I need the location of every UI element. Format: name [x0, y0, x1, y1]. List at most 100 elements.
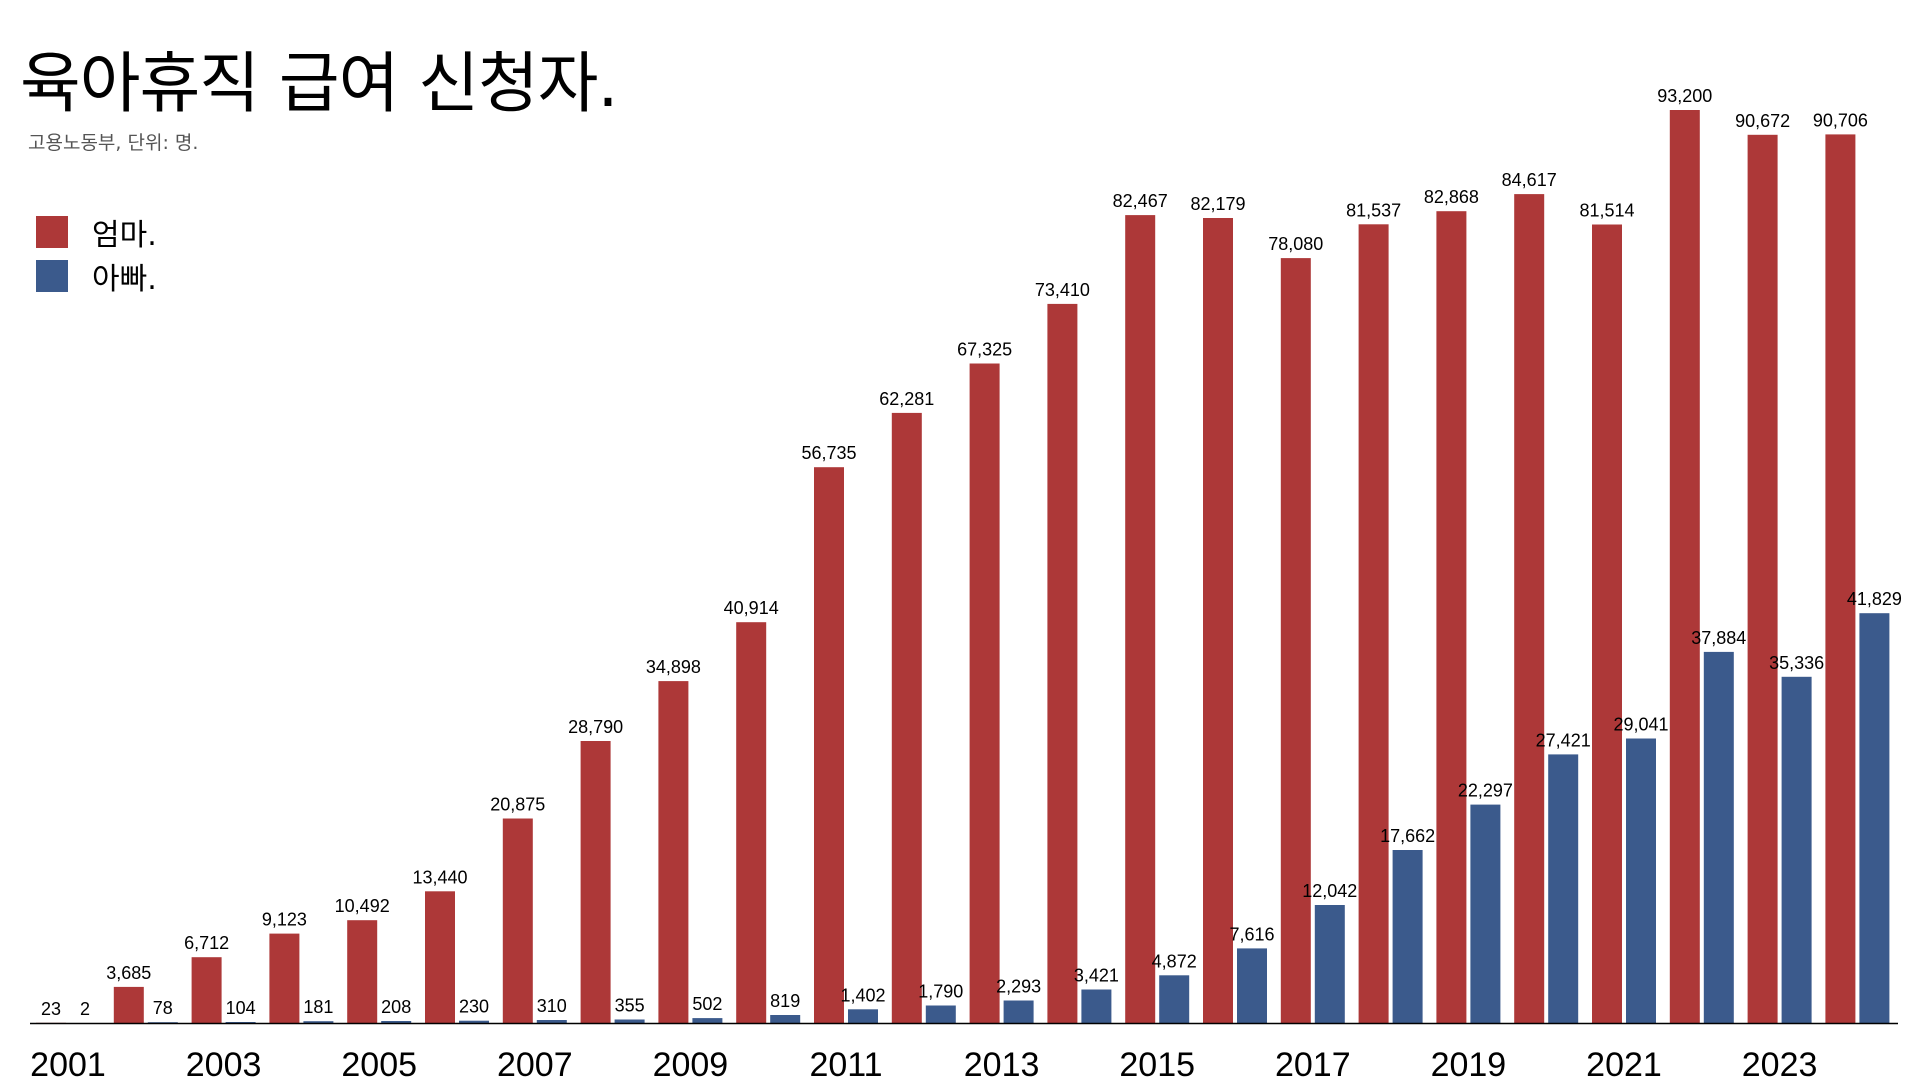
- value-label-mom-2020: 84,617: [1502, 170, 1557, 190]
- bar-mom-2009: [658, 681, 689, 1023]
- bar-dad-2003: [225, 1022, 256, 1023]
- bar-mom-2014: [1047, 303, 1078, 1023]
- x-tick-label-2011: 2011: [809, 1046, 882, 1080]
- value-label-mom-2004: 9,123: [262, 910, 307, 930]
- value-label-dad-2018: 17,662: [1380, 826, 1435, 846]
- bar-dad-2011: [848, 1009, 878, 1023]
- value-label-dad-2001: 2: [80, 999, 90, 1019]
- value-label-dad-2006: 230: [459, 997, 489, 1017]
- bar-mom-2017: [1280, 258, 1311, 1024]
- value-label-dad-2013: 2,293: [996, 977, 1041, 997]
- x-tick-label-2023: 2023: [1742, 1046, 1818, 1080]
- bar-dad-2016: [1237, 948, 1267, 1023]
- legend-swatch-mom: [36, 216, 68, 248]
- value-label-mom-2014: 73,410: [1035, 280, 1090, 300]
- legend-item-mom: 엄마.: [36, 210, 157, 254]
- value-label-mom-2005: 10,492: [335, 896, 390, 916]
- value-label-dad-2014: 3,421: [1074, 966, 1119, 986]
- value-label-dad-2024: 41,829: [1847, 589, 1902, 609]
- bar-mom-2020: [1514, 194, 1545, 1024]
- bar-mom-2010: [736, 622, 767, 1023]
- bar-mom-2007: [502, 818, 533, 1023]
- value-label-mom-2019: 82,868: [1424, 187, 1479, 207]
- value-label-mom-2018: 81,537: [1346, 200, 1401, 220]
- bar-dad-2018: [1392, 850, 1423, 1023]
- bar-mom-2013: [969, 363, 1000, 1023]
- value-label-dad-2023: 35,336: [1769, 653, 1824, 673]
- chart-title: 육아휴직 급여 신청자.: [20, 45, 618, 122]
- bar-mom-2018: [1358, 224, 1389, 1024]
- value-label-mom-2013: 67,325: [957, 340, 1012, 360]
- bar-mom-2011: [814, 467, 844, 1023]
- bar-dad-2010: [770, 1015, 801, 1023]
- value-label-dad-2016: 7,616: [1229, 924, 1274, 944]
- value-label-dad-2004: 181: [303, 997, 333, 1017]
- x-tick-label-2017: 2017: [1275, 1046, 1351, 1080]
- bar-mom-2016: [1203, 218, 1233, 1023]
- bar-mom-2023: [1747, 134, 1778, 1024]
- bar-dad-2015: [1159, 975, 1190, 1023]
- x-tick-label-2013: 2013: [964, 1046, 1040, 1080]
- value-label-dad-2003: 104: [226, 998, 256, 1018]
- value-label-mom-2003: 6,712: [184, 933, 229, 953]
- x-tick-label-2021: 2021: [1586, 1046, 1662, 1080]
- value-label-dad-2020: 27,421: [1536, 730, 1591, 750]
- x-tick-label-2001: 2001: [30, 1046, 106, 1080]
- bar-dad-2020: [1548, 754, 1579, 1023]
- value-label-dad-2009: 502: [692, 994, 722, 1014]
- x-tick-label-2009: 2009: [653, 1046, 729, 1080]
- value-label-dad-2021: 29,041: [1613, 715, 1668, 735]
- bar-mom-2022: [1669, 110, 1700, 1023]
- bar-dad-2023: [1781, 676, 1812, 1023]
- bar-mom-2015: [1125, 215, 1156, 1024]
- bar-mom-2002: [113, 986, 144, 1023]
- bar-mom-2024: [1825, 134, 1856, 1023]
- value-label-dad-2007: 310: [537, 996, 567, 1016]
- value-label-dad-2015: 4,872: [1152, 951, 1197, 971]
- legend: 엄마. 아빠.: [36, 210, 157, 298]
- value-label-dad-2005: 208: [381, 997, 411, 1017]
- value-label-dad-2008: 355: [615, 996, 645, 1016]
- bar-dad-2006: [459, 1020, 489, 1023]
- bar-mom-2021: [1592, 224, 1622, 1023]
- bar-dad-2009: [692, 1018, 723, 1023]
- bar-dad-2014: [1081, 989, 1112, 1023]
- value-label-mom-2007: 20,875: [490, 795, 545, 815]
- bar-dad-2013: [1003, 1000, 1034, 1023]
- value-label-mom-2023: 90,672: [1735, 111, 1790, 131]
- bar-dad-2008: [614, 1019, 645, 1023]
- value-label-dad-2012: 1,790: [918, 982, 963, 1002]
- value-label-mom-2016: 82,179: [1190, 194, 1245, 214]
- bar-dad-2007: [536, 1020, 567, 1023]
- x-tick-label-2003: 2003: [186, 1046, 262, 1080]
- value-label-dad-2017: 12,042: [1302, 881, 1357, 901]
- bar-mom-2004: [269, 933, 300, 1023]
- value-label-mom-2010: 40,914: [724, 598, 779, 618]
- value-label-mom-2012: 62,281: [879, 389, 934, 409]
- bar-dad-2022: [1703, 651, 1734, 1023]
- value-label-dad-2011: 1,402: [840, 985, 885, 1005]
- bar-mom-2012: [891, 412, 922, 1023]
- value-label-mom-2022: 93,200: [1657, 86, 1712, 106]
- bar-dad-2002: [147, 1022, 178, 1023]
- bar-dad-2021: [1626, 738, 1656, 1023]
- bar-dad-2004: [303, 1021, 334, 1023]
- value-label-mom-2017: 78,080: [1268, 234, 1323, 254]
- value-label-mom-2024: 90,706: [1813, 110, 1868, 130]
- value-label-mom-2006: 13,440: [412, 867, 467, 887]
- bar-dad-2017: [1314, 905, 1345, 1023]
- x-tick-label-2007: 2007: [497, 1046, 573, 1080]
- value-label-mom-2001: 23: [41, 999, 61, 1019]
- bar-dad-2005: [381, 1021, 412, 1023]
- value-label-mom-2009: 34,898: [646, 657, 701, 677]
- value-label-mom-2011: 56,735: [801, 443, 856, 463]
- bar-mom-2008: [580, 741, 611, 1023]
- bar-mom-2005: [347, 920, 378, 1023]
- legend-swatch-dad: [36, 260, 68, 292]
- bar-mom-2003: [191, 957, 222, 1023]
- x-tick-label-2015: 2015: [1119, 1046, 1195, 1080]
- bar-mom-2006: [425, 891, 455, 1023]
- legend-label-dad: 아빠.: [92, 262, 157, 297]
- bar-dad-2012: [925, 1005, 956, 1023]
